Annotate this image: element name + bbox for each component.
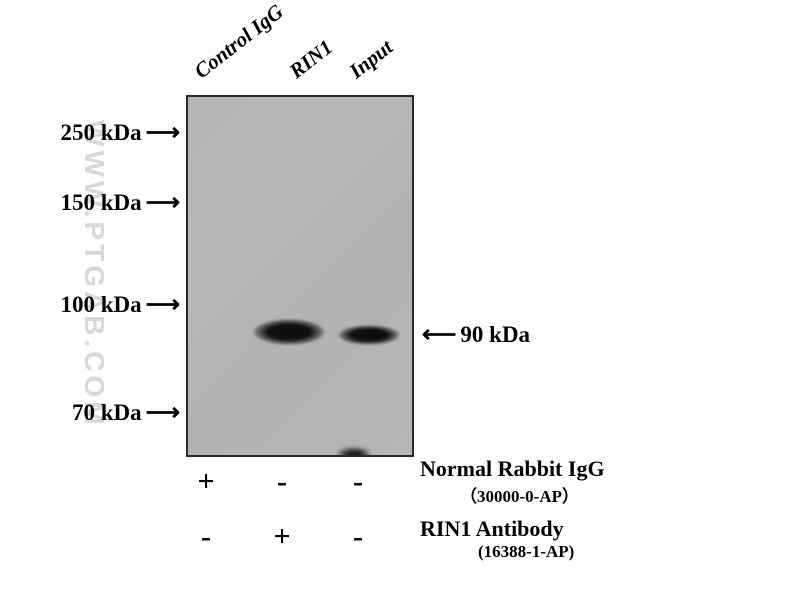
mw-marker-250: 250 kDa⟶: [40, 120, 180, 146]
matrix-cell: -: [328, 520, 388, 554]
lane-labels-group: Control IgG RIN1 Input: [195, 24, 425, 84]
target-band-label: ⟵90 kDa: [422, 322, 530, 348]
western-blot-image: [186, 95, 414, 457]
matrix-cell: -: [176, 520, 236, 554]
lane-label-input: Input: [345, 35, 398, 84]
matrix-sub-rin1: (16388-1-AP): [478, 542, 574, 562]
matrix-cell: -: [252, 465, 312, 499]
mw-marker-100: 100 kDa⟶: [40, 292, 180, 318]
smudge-bottom: [336, 447, 372, 457]
matrix-label-igg: Normal Rabbit IgG: [420, 456, 605, 482]
mw-marker-150: 150 kDa⟶: [40, 190, 180, 216]
mw-marker-70: 70 kDa⟶: [40, 400, 180, 426]
lane-label-rin1: RIN1: [285, 35, 338, 84]
lane-label-control: Control IgG: [190, 0, 289, 84]
matrix-cell: +: [176, 465, 236, 499]
mw-marker-100-text: 100 kDa: [60, 292, 141, 317]
matrix-label-rin1: RIN1 Antibody: [420, 516, 564, 542]
target-band-text: 90 kDa: [460, 322, 530, 347]
matrix-sub-igg: （30000-0-AP）: [460, 482, 579, 507]
matrix-cell: +: [252, 520, 312, 554]
mw-marker-70-text: 70 kDa: [72, 400, 142, 425]
band-rin1-lane: [253, 319, 325, 345]
mw-marker-150-text: 150 kDa: [60, 190, 141, 215]
figure-container: WWW.PTGAB.COM Control IgG RIN1 Input 250…: [0, 0, 800, 600]
matrix-cell: -: [328, 465, 388, 499]
mw-marker-250-text: 250 kDa: [60, 120, 141, 145]
band-input-lane: [338, 325, 400, 345]
watermark-text: WWW.PTGAB.COM: [78, 120, 110, 429]
